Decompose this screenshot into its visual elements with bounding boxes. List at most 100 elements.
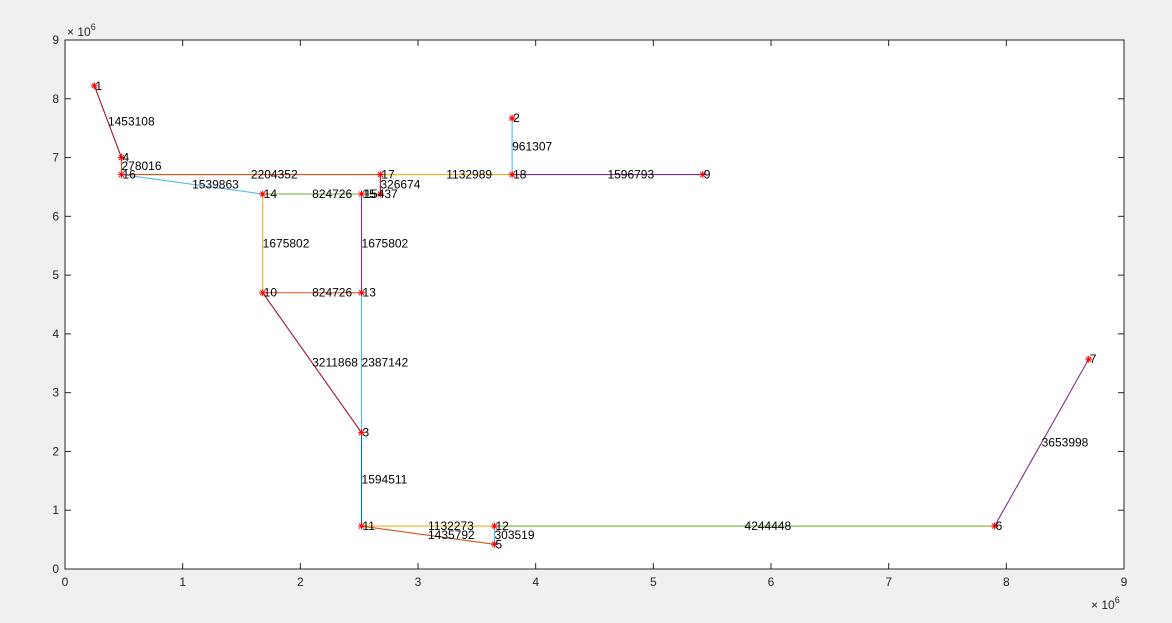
edge-weight-label: 1596793 (607, 168, 654, 182)
edge-weight-label: 278016 (121, 159, 161, 173)
node-marker (508, 114, 516, 122)
node-label: 10 (264, 286, 278, 300)
y-tick-label: 8 (52, 92, 59, 106)
node-marker-d2 (118, 154, 125, 161)
edge-weight-label: 2204352 (251, 168, 298, 182)
edge-weight-label: 303519 (494, 528, 534, 542)
node-label: 6 (996, 519, 1003, 533)
node-label: 12 (495, 519, 509, 533)
x-tick-label: 0 (62, 575, 69, 589)
node-marker-d2 (491, 541, 498, 548)
x-tick-label: 2 (297, 575, 304, 589)
edges-layer (93, 85, 1090, 545)
axis-exponents: × 106× 106 (67, 22, 1120, 612)
x-tick-label: 8 (1003, 575, 1010, 589)
edge-weight-label: 3653998 (1042, 436, 1089, 450)
x-tick-label: 5 (650, 575, 657, 589)
edge-weight-label: 1594511 (362, 472, 408, 486)
overlap-node-label: 15437 (364, 187, 398, 201)
node-label: 14 (264, 187, 278, 201)
node-label: 7 (1090, 352, 1097, 366)
node-marker (90, 82, 98, 90)
node-marker (1085, 355, 1093, 363)
node-label: 15 (363, 187, 377, 201)
edge-weight-label: 1132989 (446, 168, 492, 182)
y-tick-label: 0 (52, 562, 59, 576)
edge-labels-layer: 1453108278016220435215398638247263266741… (108, 115, 1089, 543)
node-label: 13 (363, 286, 377, 300)
node-marker (490, 540, 498, 548)
node-label: 16 (122, 168, 136, 182)
node-marker-d2 (91, 83, 98, 89)
edge-weight-label: 1453108 (108, 115, 155, 129)
y-tick-label: 9 (52, 33, 59, 47)
node-marker-d2 (991, 523, 998, 529)
node-label: 11 (363, 519, 376, 533)
x-exponent-label: × 106 (1091, 595, 1120, 612)
edge-weight-label: 1675802 (263, 236, 310, 250)
node-marker-d2 (118, 171, 125, 178)
x-tick-label: 7 (885, 575, 892, 589)
node-marker-d2 (509, 171, 515, 178)
node-marker-d2 (259, 191, 266, 197)
node-marker (117, 171, 125, 179)
node-marker-d2 (358, 523, 365, 529)
node-marker (991, 522, 999, 530)
node-marker-d2 (699, 171, 706, 178)
edge-weight-label: 824726 (312, 286, 352, 300)
x-tick-label: 1 (179, 575, 186, 589)
y-tick-label: 6 (52, 209, 59, 223)
x-tick-label: 6 (768, 575, 775, 589)
node-marker-d2 (509, 115, 515, 121)
node-label: 2 (513, 111, 520, 125)
edge-weight-label: 326674 (380, 177, 420, 191)
y-tick-label: 1 (52, 503, 59, 517)
y-exponent-label: × 106 (67, 22, 96, 39)
node-marker (490, 522, 498, 530)
edge-1-4 (93, 85, 122, 158)
edge-16-14 (121, 174, 263, 195)
edge-11-5 (361, 525, 495, 545)
node-label: 4 (122, 151, 129, 165)
node-marker (358, 289, 366, 297)
y-tick-label: 7 (52, 151, 59, 165)
edge-10-3 (262, 292, 362, 433)
node-marker (358, 522, 366, 530)
node-label: 18 (513, 168, 527, 182)
x-tick-label: 3 (415, 575, 422, 589)
node-marker-d2 (259, 289, 266, 296)
node-marker-d2 (491, 523, 498, 529)
y-tick-label: 4 (52, 327, 59, 341)
node-marker (358, 190, 366, 198)
y-tick-label: 2 (52, 444, 59, 458)
y-tick-label: 3 (52, 386, 59, 400)
node-marker-d2 (377, 171, 384, 178)
y-exponent-base: × 10 (67, 25, 91, 39)
y-tick-label: 5 (52, 268, 59, 282)
node-marker (376, 171, 384, 179)
node-marker (508, 171, 516, 179)
y-exponent-power: 6 (91, 22, 96, 32)
edge-weight-label: 961307 (512, 139, 552, 153)
node-label: 9 (704, 168, 711, 182)
node-marker (699, 171, 707, 179)
edge-weight-label: 1435792 (428, 528, 475, 542)
edge-weight-label: 3211868 (312, 356, 358, 370)
node-marker (376, 190, 384, 198)
x-exponent-power: 6 (1115, 595, 1120, 605)
edge-weight-label: 4244448 (745, 519, 792, 533)
node-marker-d2 (358, 429, 365, 436)
edge-6-7 (994, 358, 1090, 527)
edge-weight-label: 1539863 (192, 177, 239, 191)
x-tick-label: 4 (532, 575, 539, 589)
node-marker (358, 429, 366, 437)
node-label: 1 (95, 79, 102, 93)
edge-weight-label: 1675802 (362, 236, 409, 250)
node-marker (259, 190, 267, 198)
node-marker (117, 154, 125, 162)
node-label: 17 (381, 168, 395, 182)
edge-weight-label: 2387142 (362, 356, 409, 370)
edge-weight-label: 824726 (312, 187, 352, 201)
